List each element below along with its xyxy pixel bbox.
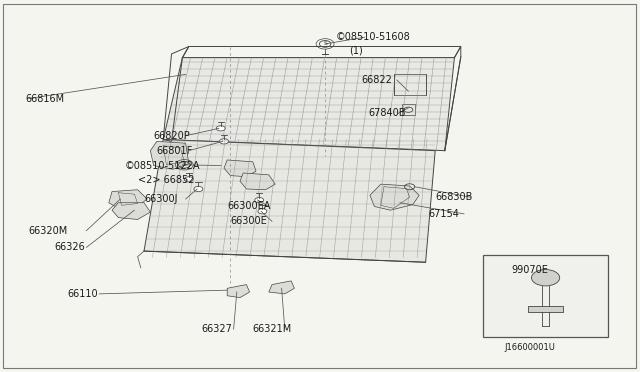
Text: S: S bbox=[182, 162, 186, 167]
Text: (1): (1) bbox=[349, 45, 362, 55]
Text: 66300J: 66300J bbox=[144, 194, 177, 204]
Text: 66321M: 66321M bbox=[253, 324, 292, 334]
Polygon shape bbox=[269, 281, 294, 294]
Text: 67154: 67154 bbox=[429, 209, 460, 219]
Text: 66326: 66326 bbox=[54, 243, 85, 252]
Text: 66320M: 66320M bbox=[29, 226, 68, 235]
Polygon shape bbox=[227, 285, 250, 298]
Text: 66820P: 66820P bbox=[154, 131, 190, 141]
Text: ©08510-5122A: ©08510-5122A bbox=[125, 161, 200, 170]
Circle shape bbox=[531, 270, 560, 286]
Circle shape bbox=[220, 139, 228, 144]
Bar bbox=[483, 255, 608, 337]
Circle shape bbox=[184, 177, 193, 182]
Text: 66327: 66327 bbox=[202, 324, 232, 334]
Text: 66801F: 66801F bbox=[157, 146, 193, 155]
Polygon shape bbox=[144, 140, 435, 262]
Text: 66816M: 66816M bbox=[26, 94, 65, 103]
Text: ©08510-51608: ©08510-51608 bbox=[336, 32, 411, 42]
Polygon shape bbox=[112, 203, 150, 219]
Polygon shape bbox=[163, 58, 454, 151]
Polygon shape bbox=[109, 190, 147, 208]
Polygon shape bbox=[224, 160, 256, 177]
Bar bbox=[528, 305, 563, 312]
Text: 99070E: 99070E bbox=[511, 265, 548, 275]
Polygon shape bbox=[370, 184, 419, 210]
Circle shape bbox=[258, 209, 267, 214]
Polygon shape bbox=[240, 173, 275, 190]
Text: J16600001U: J16600001U bbox=[504, 343, 556, 352]
Bar bbox=[394, 74, 426, 95]
Circle shape bbox=[194, 186, 203, 192]
Circle shape bbox=[216, 126, 225, 131]
Text: 66830B: 66830B bbox=[435, 192, 472, 202]
Text: 66300E: 66300E bbox=[230, 217, 267, 226]
Text: 66300EA: 66300EA bbox=[227, 202, 271, 211]
Text: 66822: 66822 bbox=[362, 75, 392, 85]
Text: 67840B: 67840B bbox=[368, 109, 406, 118]
Circle shape bbox=[255, 198, 264, 203]
Text: S: S bbox=[323, 41, 327, 46]
Text: 66110: 66110 bbox=[67, 289, 98, 299]
Text: <2> 66852: <2> 66852 bbox=[138, 176, 194, 185]
Polygon shape bbox=[150, 141, 189, 169]
